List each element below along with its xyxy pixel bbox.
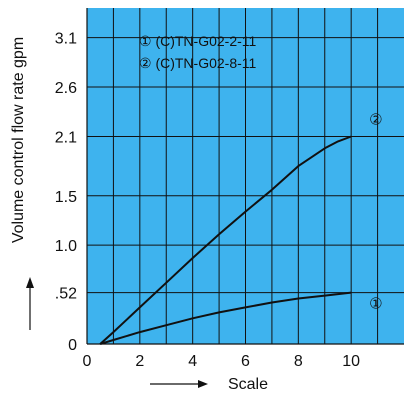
grid [86,8,404,345]
x-axis-label: Scale [228,376,268,393]
x-tick-label: 8 [294,353,303,370]
series-line-2 [99,135,352,345]
series-end-marker-2: ② [369,110,382,128]
y-tick-label: 0 [68,337,77,354]
y-tick-label: 3.1 [55,31,77,48]
y-axis-label: Volume control flow rate gpm [10,37,27,243]
series-line-1 [99,291,352,345]
legend-entry-2: ② (C)TN-G02-8-11 [139,55,257,71]
y-arrow-head [26,277,34,288]
legend-entry-1: ① (C)TN-G02-2-11 [139,33,257,49]
x-tick-label: 6 [241,353,250,370]
y-tick-label: 2.6 [55,80,77,97]
tick-labels: 0 .52 1.0 1.5 2.1 2.6 3.1 0 2 4 6 8 10 [55,31,360,370]
series-end-markers: ①② [369,110,382,312]
y-tick-label: .52 [55,286,77,303]
x-tick-label: 10 [342,353,360,370]
x-arrow-head [198,380,208,388]
y-tick-label: 2.1 [55,129,77,146]
x-tick-label: 0 [83,353,92,370]
series-lines [99,135,352,345]
x-tick-label: 4 [188,353,197,370]
y-tick-label: 1.0 [55,238,77,255]
legend: ① (C)TN-G02-2-11 ② (C)TN-G02-8-11 [139,33,257,71]
series-end-marker-1: ① [369,295,382,313]
x-tick-label: 2 [135,353,144,370]
axis-decorations [26,277,208,388]
y-tick-label: 1.5 [55,189,77,206]
